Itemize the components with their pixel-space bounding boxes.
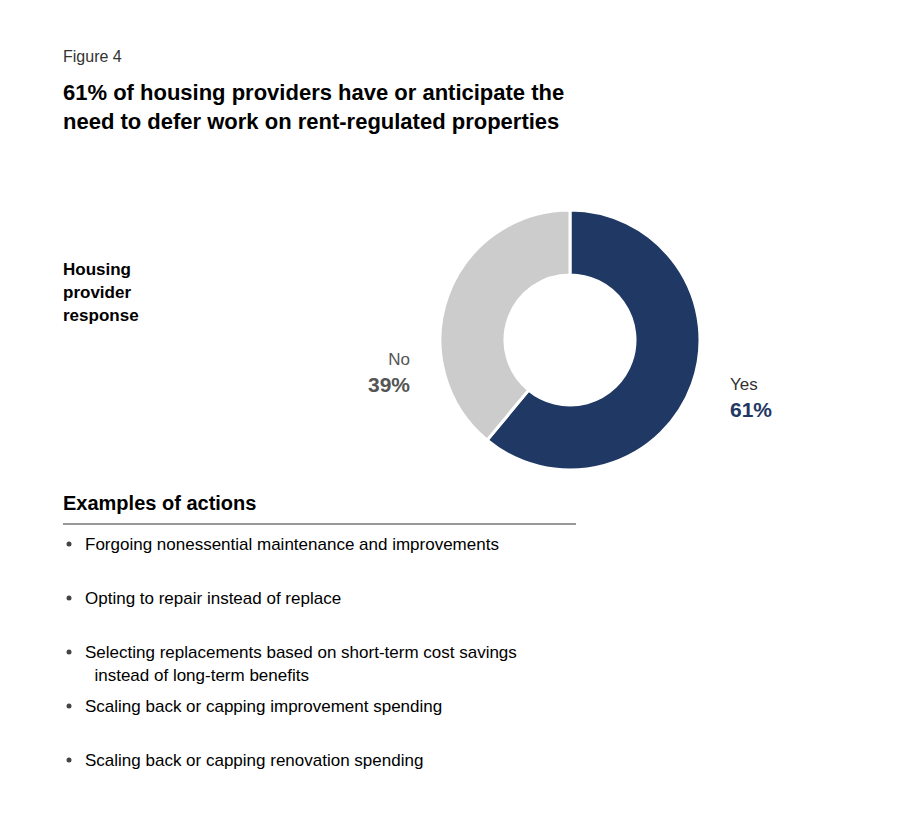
category-label: No	[388, 350, 410, 369]
bullet-text: Scaling back or capping renovation spend…	[85, 751, 423, 770]
bullet-text: Opting to repair instead of replace	[85, 589, 341, 608]
bullet-dot	[67, 542, 72, 547]
bullet-dot	[67, 704, 72, 709]
data-label: 39%	[368, 373, 410, 396]
figure-label: Figure 4	[63, 48, 122, 65]
chart-root: Figure 4 61% of housing providers have or…	[0, 0, 900, 819]
donut	[440, 210, 700, 470]
bullet-dot	[67, 758, 72, 763]
data-label: 61%	[730, 398, 772, 421]
bullet-dot	[67, 650, 72, 655]
bullet-text: Scaling back or capping improvement spen…	[85, 697, 442, 716]
chart-label: Housingproviderresponse	[63, 260, 139, 325]
bullet-dot	[67, 596, 72, 601]
title: 61% of housing providers have or anticip…	[63, 80, 564, 134]
slice-labels: Yes 61% No 39%	[368, 350, 772, 421]
separator	[63, 523, 576, 524]
bullet-text: Selecting replacements based on short-te…	[85, 643, 517, 685]
bullet-list: Forgoing nonessential maintenance and im…	[67, 535, 517, 770]
category-label: Yes	[730, 375, 758, 394]
slice	[440, 210, 570, 440]
bullet-text: Forgoing nonessential maintenance and im…	[85, 535, 499, 554]
section-header: Examples of actions	[63, 492, 256, 514]
